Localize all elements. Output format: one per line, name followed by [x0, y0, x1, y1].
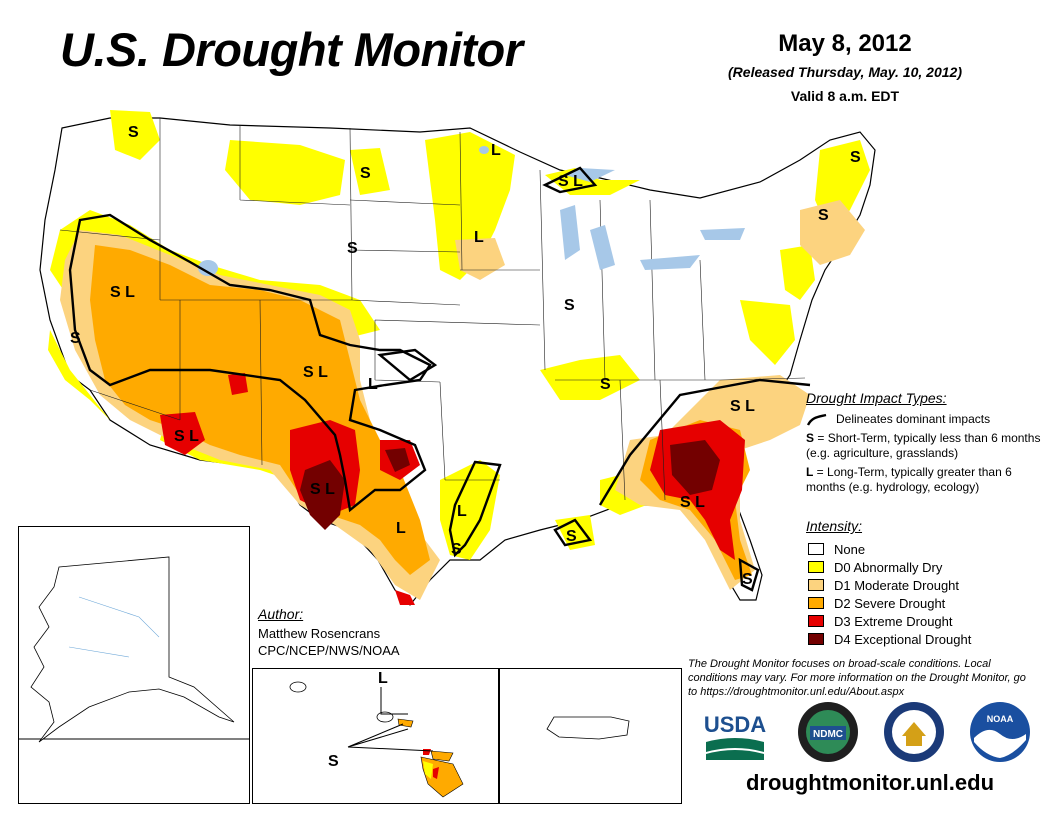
map-label-s-la: S [451, 541, 462, 558]
map-label-l-ok: L [368, 376, 378, 393]
map-label-sl-west: S L [110, 284, 135, 301]
map-label-l-hi: L [378, 670, 388, 687]
map-label-sl-az: S L [174, 428, 199, 445]
noaa-logo: NOAA [970, 702, 1030, 762]
map-date: May 8, 2012 [778, 30, 912, 57]
intensity-legend-heading: Intensity: [806, 518, 863, 534]
map-label-l-tx: L [396, 520, 406, 537]
intensity-label: D2 Severe Drought [834, 595, 946, 611]
map-label-s-nd: S [360, 165, 371, 182]
map-label-s-gom: S [566, 528, 577, 545]
map-label-s-hi: S [328, 753, 339, 770]
impact-short-desc: = Short-Term, typically less than 6 mont… [806, 431, 1041, 460]
d4-areas [300, 440, 720, 530]
intensity-item-d4: D4 Exceptional Drought [806, 630, 1046, 648]
website-url[interactable]: droughtmonitor.unl.edu [745, 770, 995, 795]
author-heading: Author: [258, 606, 304, 622]
impact-long-desc: = Long-Term, typically greater than 6 mo… [806, 465, 1012, 494]
map-label-s-ny: S [818, 207, 829, 224]
usda-logo: USDA [704, 712, 766, 760]
map-label-s-fl: S [742, 571, 753, 588]
intensity-label: D0 Abnormally Dry [834, 559, 943, 575]
map-label-s-ky: S [600, 376, 611, 393]
page-title: U.S. Drought Monitor [60, 23, 523, 76]
ndmc-logo: NDMC [798, 702, 858, 762]
intensity-item-d3: D3 Extreme Drought [806, 612, 1046, 630]
impact-legend: Drought Impact Types: Delineates dominan… [806, 390, 1046, 499]
intensity-item-d0: D0 Abnormally Dry [806, 558, 1046, 576]
impact-line-icon [806, 413, 827, 426]
impact-legend-heading: Drought Impact Types: [806, 390, 947, 406]
map-label-sl-nc: S L [730, 398, 755, 415]
alaska-shape [30, 556, 235, 743]
impact-line-desc: Delineates dominant impacts [836, 412, 991, 426]
intensity-item-d1: D1 Moderate Drought [806, 576, 1046, 594]
swatch-d2 [808, 597, 824, 609]
impact-short-row: S = Short-Term, typically less than 6 mo… [806, 431, 1046, 461]
intensity-label: D4 Exceptional Drought [834, 631, 972, 647]
map-label-sl-mi: S L [558, 173, 583, 190]
map-label-s-mt: S [128, 124, 139, 141]
impact-line-row: Delineates dominant impacts [806, 412, 1046, 427]
hawaii-inset: L S [252, 668, 500, 804]
map-label-sl-co: S L [303, 364, 328, 381]
intensity-item-d2: D2 Severe Drought [806, 594, 1046, 612]
swatch-none [808, 543, 824, 555]
logo-row: USDA NDMC NOAA [700, 700, 1040, 770]
map-label-sl-tx: S L [310, 481, 335, 498]
alaska-inset [18, 526, 250, 804]
swatch-d0 [808, 561, 824, 573]
intensity-legend: Intensity: None D0 Abnormally Dry D1 Mod… [806, 518, 1046, 648]
map-label-l-mn2: L [474, 229, 484, 246]
disclaimer-text: The Drought Monitor focuses on broad-sca… [688, 658, 1026, 698]
ndmc-logo-text: NDMC [813, 729, 843, 740]
usda-logo-text: USDA [704, 712, 766, 737]
author-block: Author: Matthew Rosencrans CPC/NCEP/NWS/… [258, 606, 400, 659]
impact-long-symbol: L [806, 465, 814, 479]
swatch-d1 [808, 579, 824, 591]
noaa-logo-text: NOAA [987, 714, 1014, 724]
map-label-s-ca: S [70, 330, 81, 347]
puerto-rico-inset [498, 668, 682, 804]
swatch-d4 [808, 633, 824, 645]
intensity-label: D3 Extreme Drought [834, 613, 953, 629]
author-org: CPC/NCEP/NWS/NOAA [258, 643, 400, 658]
impact-long-row: L = Long-Term, typically greater than 6 … [806, 465, 1046, 495]
valid-time: Valid 8 a.m. EDT [790, 88, 900, 104]
impact-lines [68, 166, 811, 592]
intensity-label: None [834, 541, 866, 557]
swatch-d3 [808, 615, 824, 627]
lakes [198, 146, 745, 276]
impact-short-symbol: S [806, 431, 815, 445]
map-label-s-sd: S [347, 240, 358, 257]
map-label-sl-ga: S L [680, 494, 705, 511]
intensity-label: D1 Moderate Drought [834, 577, 960, 593]
map-label-l-mn: L [491, 142, 501, 159]
puerto-rico-shape [546, 716, 630, 740]
map-label-l-la: L [457, 503, 467, 520]
intensity-item-none: None [806, 540, 1046, 558]
map-label-s-il: S [564, 297, 575, 314]
author-name: Matthew Rosencrans [258, 626, 381, 641]
commerce-seal-icon [884, 702, 944, 762]
map-label-s-nh: S [850, 149, 861, 166]
release-date: (Released Thursday, May. 10, 2012) [728, 64, 962, 80]
